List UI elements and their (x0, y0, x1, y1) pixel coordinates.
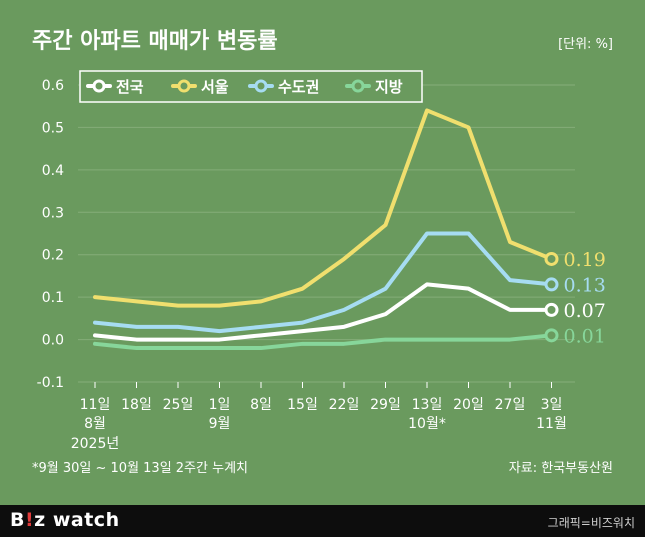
x-month-label: 11월 (536, 416, 567, 432)
x-year-label: 2025년 (71, 436, 120, 452)
footnote: *9월 30일 ~ 10월 13일 2주간 누계치 (32, 461, 248, 476)
y-tick-label: 0.6 (42, 78, 64, 94)
y-tick-label: 0.2 (42, 248, 64, 264)
series-group: 0.01 0.13 0.07 0.19 (93, 108, 606, 351)
chart-title: 주간 아파트 매매가 변동률 (32, 29, 278, 54)
series-end-label: 0.19 (564, 249, 606, 271)
unit-label: [단위: %] (558, 37, 613, 52)
x-tick-label: 1일 (209, 397, 231, 413)
legend-swatch-marker (92, 79, 106, 93)
x-tick-label: 27일 (495, 397, 526, 413)
series-end-marker (544, 302, 559, 317)
source-label: 자료: 한국부동산원 (509, 461, 613, 476)
series-end-marker (544, 251, 559, 266)
legend-swatch-marker (351, 79, 365, 93)
legend-swatch-marker (254, 79, 268, 93)
x-tick-label: 3일 (541, 397, 563, 413)
legend: 전국 서울 수도권 지방 (79, 70, 423, 103)
x-tick-label: 25일 (163, 397, 194, 413)
y-axis: -0.1 0.0 0.1 0.2 0.3 0.4 0.5 0.6 (37, 78, 64, 391)
footer-bar: B!z watch 그래픽=비즈워치 (0, 505, 645, 537)
series-end-marker (544, 277, 559, 292)
series-line (93, 333, 554, 351)
series-line (93, 108, 554, 308)
y-tick-label: 0.0 (42, 333, 64, 349)
legend-label: 전국 (116, 78, 144, 96)
series-end-label: 0.01 (564, 325, 606, 347)
x-tick-label: 13일 (412, 397, 443, 413)
graphic-credit: 그래픽=비즈워치 (547, 516, 635, 530)
x-tick-label: 20일 (453, 397, 484, 413)
x-tick-label: 29일 (370, 397, 401, 413)
legend-swatch-marker (177, 79, 191, 93)
x-tick-label: 8일 (250, 397, 272, 413)
series-line (93, 231, 554, 334)
line-chart: 주간 아파트 매매가 변동률 [단위: %] -0.1 0.0 0.1 0.2 0.3 0… (32, 29, 613, 476)
legend-label: 지방 (375, 78, 403, 96)
series-end-marker (544, 328, 559, 343)
series-end-label: 0.13 (564, 274, 606, 296)
x-tick-label: 18일 (121, 397, 152, 413)
x-tick-label: 15일 (287, 397, 318, 413)
series-end-label: 0.07 (564, 300, 606, 322)
legend-label: 수도권 (278, 78, 319, 96)
legend-label: 서울 (201, 78, 229, 96)
y-tick-label: 0.1 (42, 290, 64, 306)
y-tick-label: 0.3 (42, 205, 64, 221)
y-tick-label: -0.1 (37, 375, 64, 391)
x-tick-label: 22일 (329, 397, 360, 413)
brand-logo: B!z watch (10, 509, 120, 531)
x-axis: 11일 18일 25일 1일 8일 15일 22일 29일 13일 20일 27일 3일 8월 9월 10월… (71, 382, 567, 452)
y-tick-label: 0.4 (42, 163, 64, 179)
x-month-label: 8월 (84, 416, 106, 432)
grid (78, 84, 575, 383)
x-month-label: 10월* (408, 416, 446, 432)
y-tick-label: 0.5 (42, 120, 64, 136)
x-tick-label: 11일 (80, 397, 111, 413)
x-month-label: 9월 (209, 416, 231, 432)
series-line (93, 282, 554, 342)
